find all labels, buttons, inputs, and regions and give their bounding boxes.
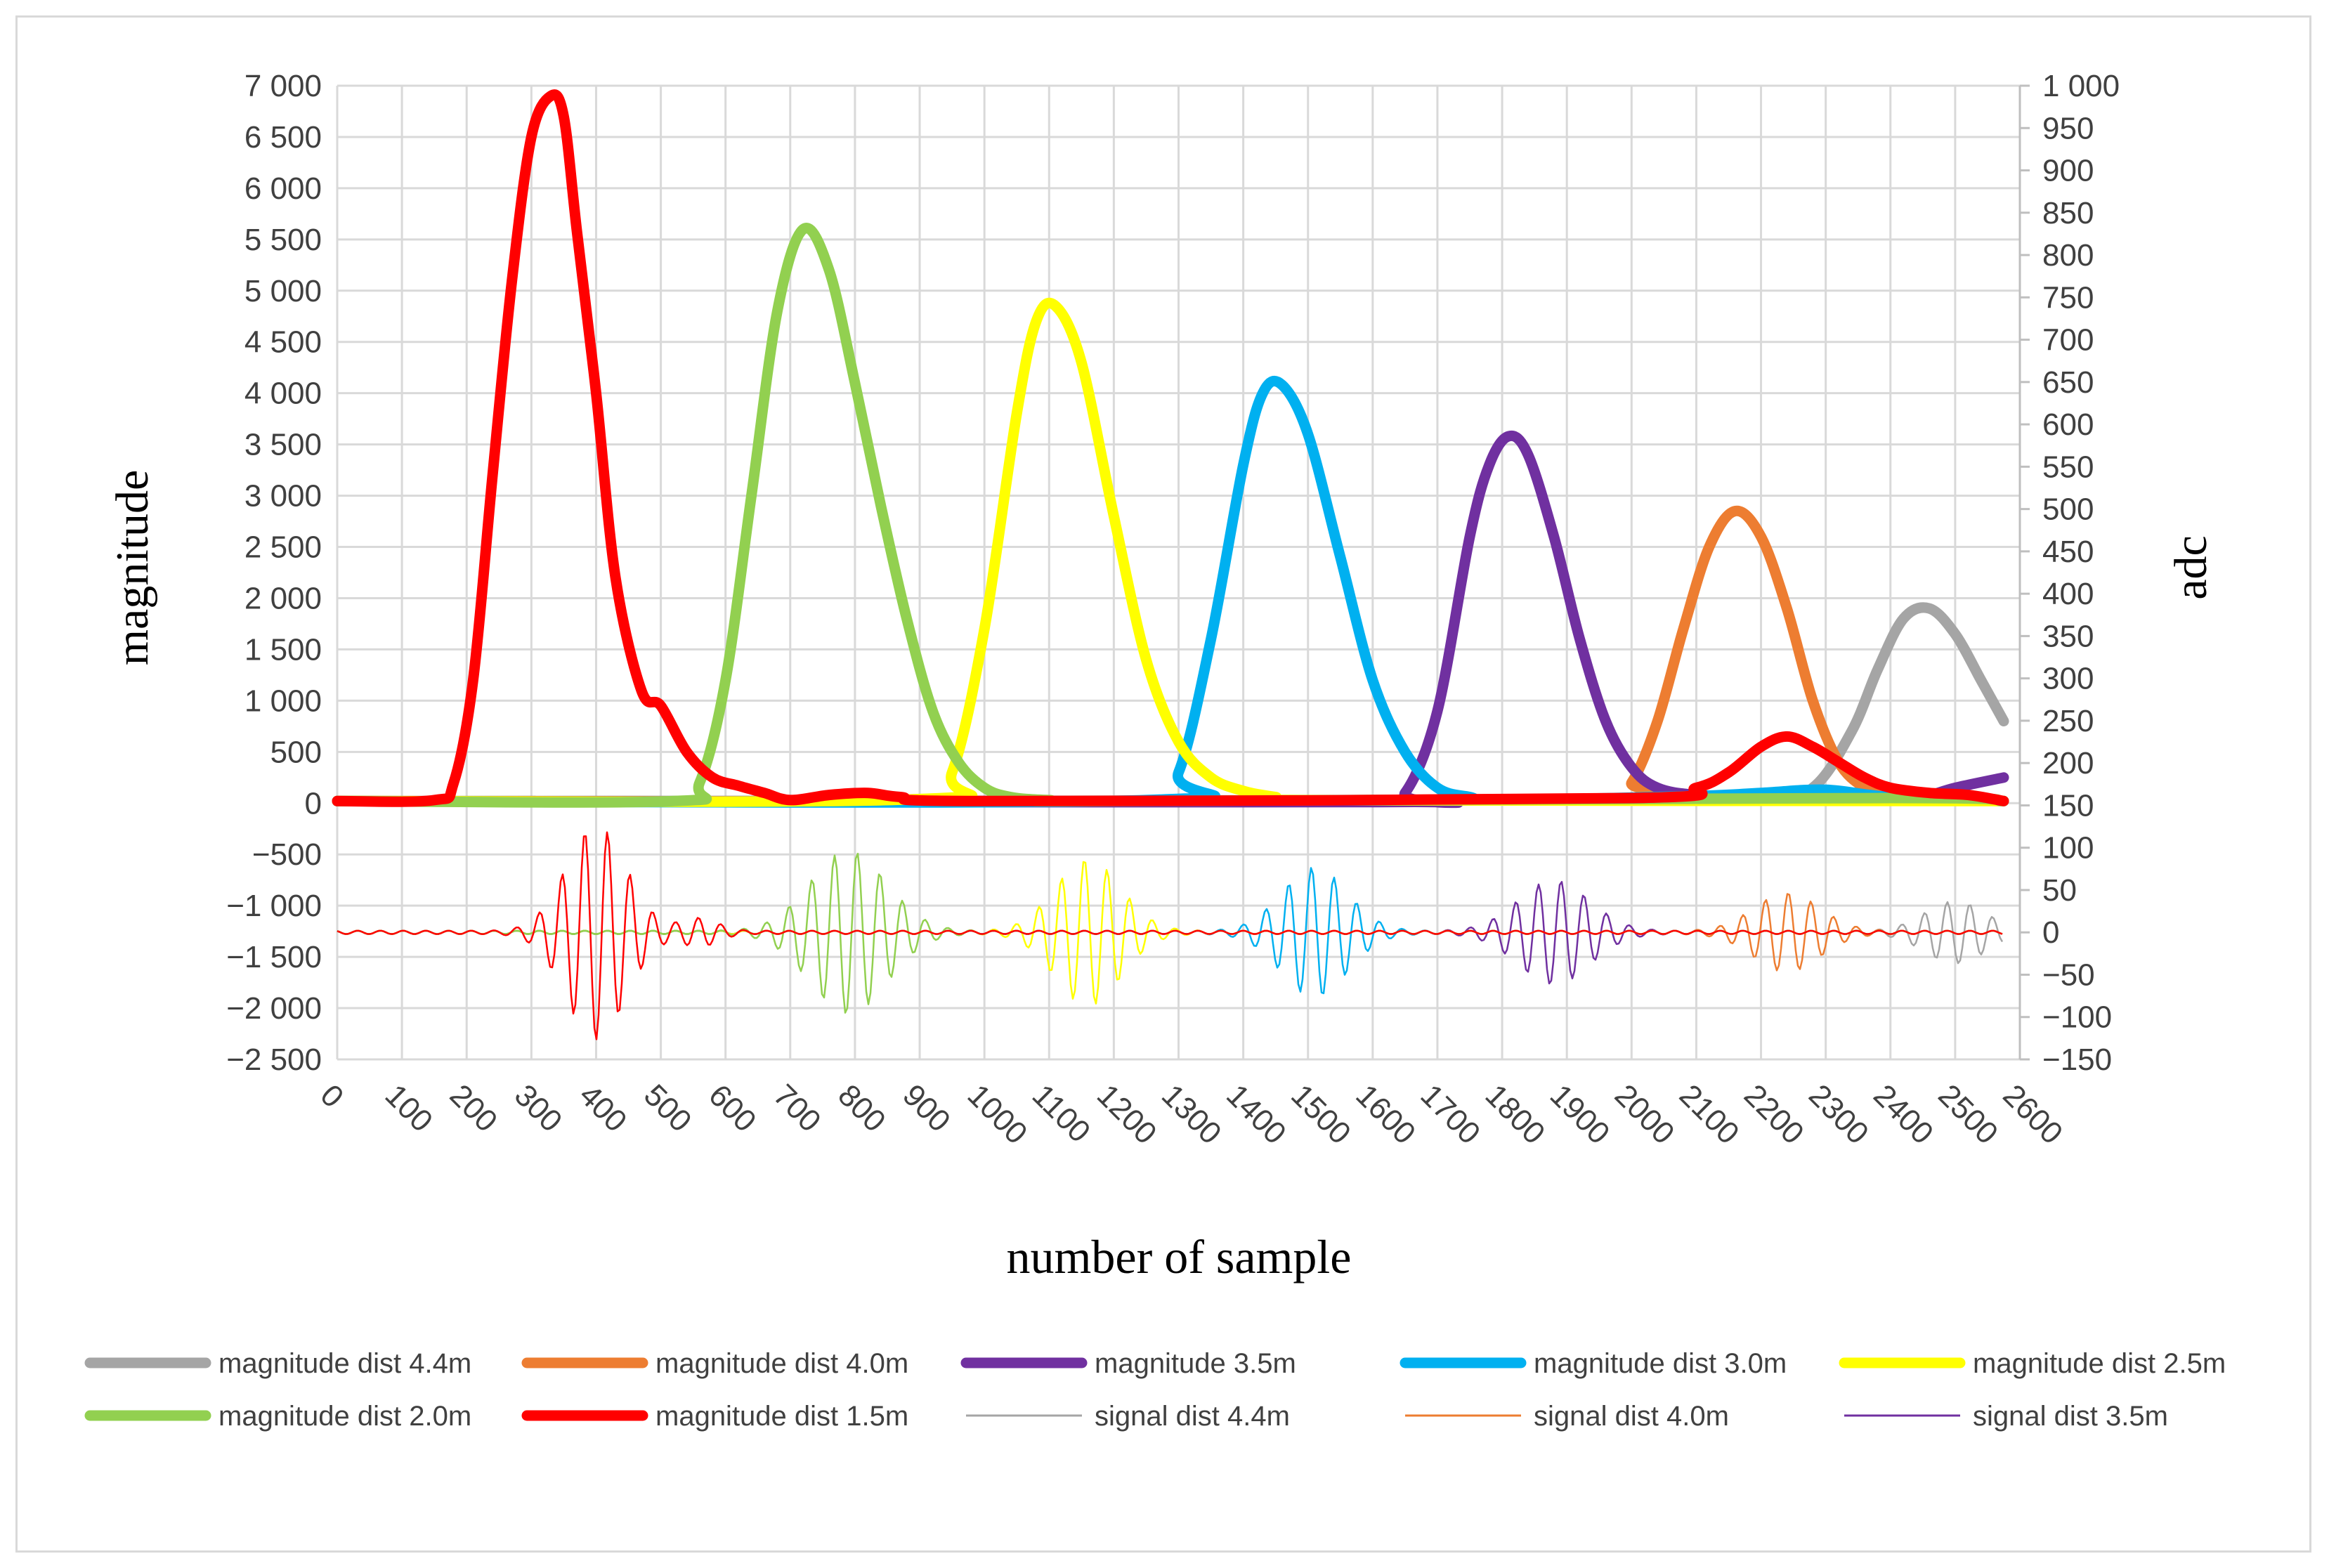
x-tick-label: 700 <box>766 1078 828 1139</box>
y-tick-label: 500 <box>270 735 322 769</box>
legend-label: signal dist 3.5m <box>1973 1401 2168 1432</box>
signal-series <box>337 831 2004 1040</box>
y-tick-label: 3 500 <box>244 428 322 462</box>
x-tick-label: 100 <box>379 1078 440 1139</box>
y2-tick-label: −150 <box>2042 1043 2112 1077</box>
x-tick-label: 2200 <box>1737 1078 1811 1151</box>
x-tick-label: 1100 <box>1026 1078 1097 1149</box>
y-tick-label: −1 000 <box>226 889 322 923</box>
x-tick-label: 1400 <box>1220 1078 1293 1151</box>
legend-label: signal dist 4.0m <box>1534 1401 1729 1432</box>
x-tick-label: 500 <box>637 1078 698 1139</box>
y2-tick-label: 0 <box>2042 915 2059 950</box>
y-tick-label: 6 000 <box>244 171 322 206</box>
y-tick-label: 1 000 <box>244 684 322 718</box>
y-tick-label: −500 <box>252 837 322 872</box>
y2-tick-label: 650 <box>2042 365 2094 400</box>
legend-label: magnitude dist 2.5m <box>1973 1348 2226 1379</box>
legend-label: magnitude 3.5m <box>1095 1348 1296 1379</box>
x-tick-label: 1600 <box>1349 1078 1422 1151</box>
signal-line <box>337 831 2003 1040</box>
x-tick-label: 300 <box>508 1078 569 1139</box>
y2-tick-label: 900 <box>2042 154 2094 188</box>
y2-tick-label: 800 <box>2042 238 2094 273</box>
magnitude-line <box>332 602 2009 806</box>
legend-label: magnitude dist 4.4m <box>218 1348 471 1379</box>
y-tick-label: 5 000 <box>244 274 322 308</box>
y2-axis-ticks: 1 00095090085080075070065060055050045040… <box>2020 69 2120 1077</box>
magnitude-line <box>332 89 2009 807</box>
x-tick-label: 400 <box>573 1078 634 1139</box>
y2-tick-label: 550 <box>2042 450 2094 484</box>
x-tick-label: 200 <box>443 1078 504 1139</box>
y2-tick-label: 750 <box>2042 280 2094 315</box>
magnitude-series <box>332 89 2009 809</box>
y2-tick-label: 400 <box>2042 577 2094 611</box>
x-tick-label: 900 <box>896 1078 957 1139</box>
x-axis-ticks: 0 100 200 300 400 500 600 700 800 900 100011001200… <box>313 1078 2069 1151</box>
y-tick-label: −1 500 <box>226 940 322 974</box>
y2-tick-label: 600 <box>2042 407 2094 442</box>
y2-tick-label: −50 <box>2042 958 2095 992</box>
y2-tick-label: 200 <box>2042 746 2094 780</box>
y-tick-label: −2 000 <box>226 991 322 1026</box>
legend-label: magnitude dist 2.0m <box>218 1401 471 1432</box>
y2-tick-label: 100 <box>2042 831 2094 865</box>
y-tick-label: 1 500 <box>244 632 322 667</box>
y-tick-label: 2 500 <box>244 530 322 565</box>
x-tick-label: 1000 <box>961 1078 1034 1151</box>
y-tick-label: 0 <box>305 786 322 821</box>
x-tick-label: 1500 <box>1284 1078 1357 1151</box>
y-axis-title: magnitude <box>107 470 158 666</box>
x-tick-label: 800 <box>831 1078 892 1139</box>
y2-tick-label: 350 <box>2042 619 2094 653</box>
y2-tick-label: 700 <box>2042 323 2094 358</box>
x-tick-label: 2600 <box>1996 1078 2069 1151</box>
legend-label: magnitude dist 4.0m <box>655 1348 908 1379</box>
y-tick-label: 6 500 <box>244 120 322 155</box>
y2-tick-label: 50 <box>2042 873 2077 908</box>
magnitude-line <box>332 505 1929 807</box>
x-tick-label: 0 <box>313 1078 350 1114</box>
x-axis-title: number of sample <box>1007 1230 1352 1283</box>
y2-tick-label: 250 <box>2042 704 2094 738</box>
x-tick-label: 2500 <box>1931 1078 2004 1151</box>
y2-tick-label: 450 <box>2042 535 2094 569</box>
x-tick-label: 1900 <box>1544 1078 1617 1151</box>
y-tick-label: 3 000 <box>244 479 322 514</box>
y2-tick-label: 300 <box>2042 662 2094 696</box>
y-tick-label: 4 000 <box>244 377 322 411</box>
y-tick-label: 2 000 <box>244 581 322 615</box>
legend-label: magnitude dist 1.5m <box>655 1401 908 1432</box>
y2-tick-label: 150 <box>2042 788 2094 823</box>
y2-tick-label: 850 <box>2042 196 2094 230</box>
x-tick-label: 2100 <box>1673 1078 1746 1151</box>
x-tick-label: 2000 <box>1608 1078 1681 1151</box>
x-tick-label: 1300 <box>1155 1078 1228 1151</box>
y-axis-ticks: 7 000 6 500 6 000 5 500 5 000 4 500 4 000 3 500… <box>226 69 322 1077</box>
x-tick-label: 2400 <box>1867 1078 1940 1151</box>
x-tick-label: 1800 <box>1479 1078 1552 1151</box>
x-tick-label: 1200 <box>1090 1078 1163 1151</box>
x-tick-label: 2300 <box>1802 1078 1875 1151</box>
y-tick-label: −2 500 <box>226 1043 322 1077</box>
y2-tick-label: 500 <box>2042 492 2094 527</box>
y2-tick-label: −100 <box>2042 1000 2112 1035</box>
y-tick-label: 5 500 <box>244 223 322 257</box>
legend-label: magnitude dist 3.0m <box>1534 1348 1787 1379</box>
chart-frame <box>15 15 2311 1553</box>
y-tick-label: 7 000 <box>244 69 322 103</box>
legend: magnitude dist 4.4m magnitude dist 4.0m ma… <box>84 1348 2226 1432</box>
legend-label: signal dist 4.4m <box>1095 1401 1290 1432</box>
y2-tick-label: 950 <box>2042 111 2094 145</box>
grid <box>336 84 2021 1061</box>
y-tick-label: 4 500 <box>244 325 322 360</box>
magnitude-line <box>332 297 2009 807</box>
y2-axis-title: adc <box>2165 535 2217 600</box>
y2-tick-label: 1 000 <box>2042 69 2120 103</box>
x-tick-label: 600 <box>702 1078 763 1139</box>
x-tick-label: 1700 <box>1414 1078 1487 1151</box>
